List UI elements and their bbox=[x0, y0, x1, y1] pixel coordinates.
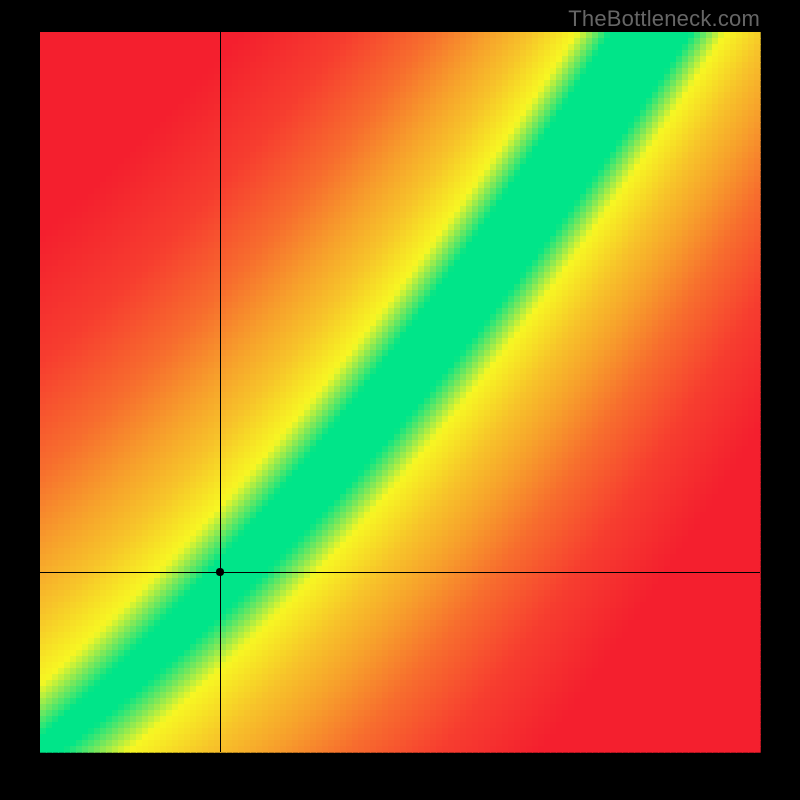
bottleneck-heatmap bbox=[0, 0, 800, 800]
chart-container: TheBottleneck.com bbox=[0, 0, 800, 800]
watermark-text: TheBottleneck.com bbox=[568, 6, 760, 32]
